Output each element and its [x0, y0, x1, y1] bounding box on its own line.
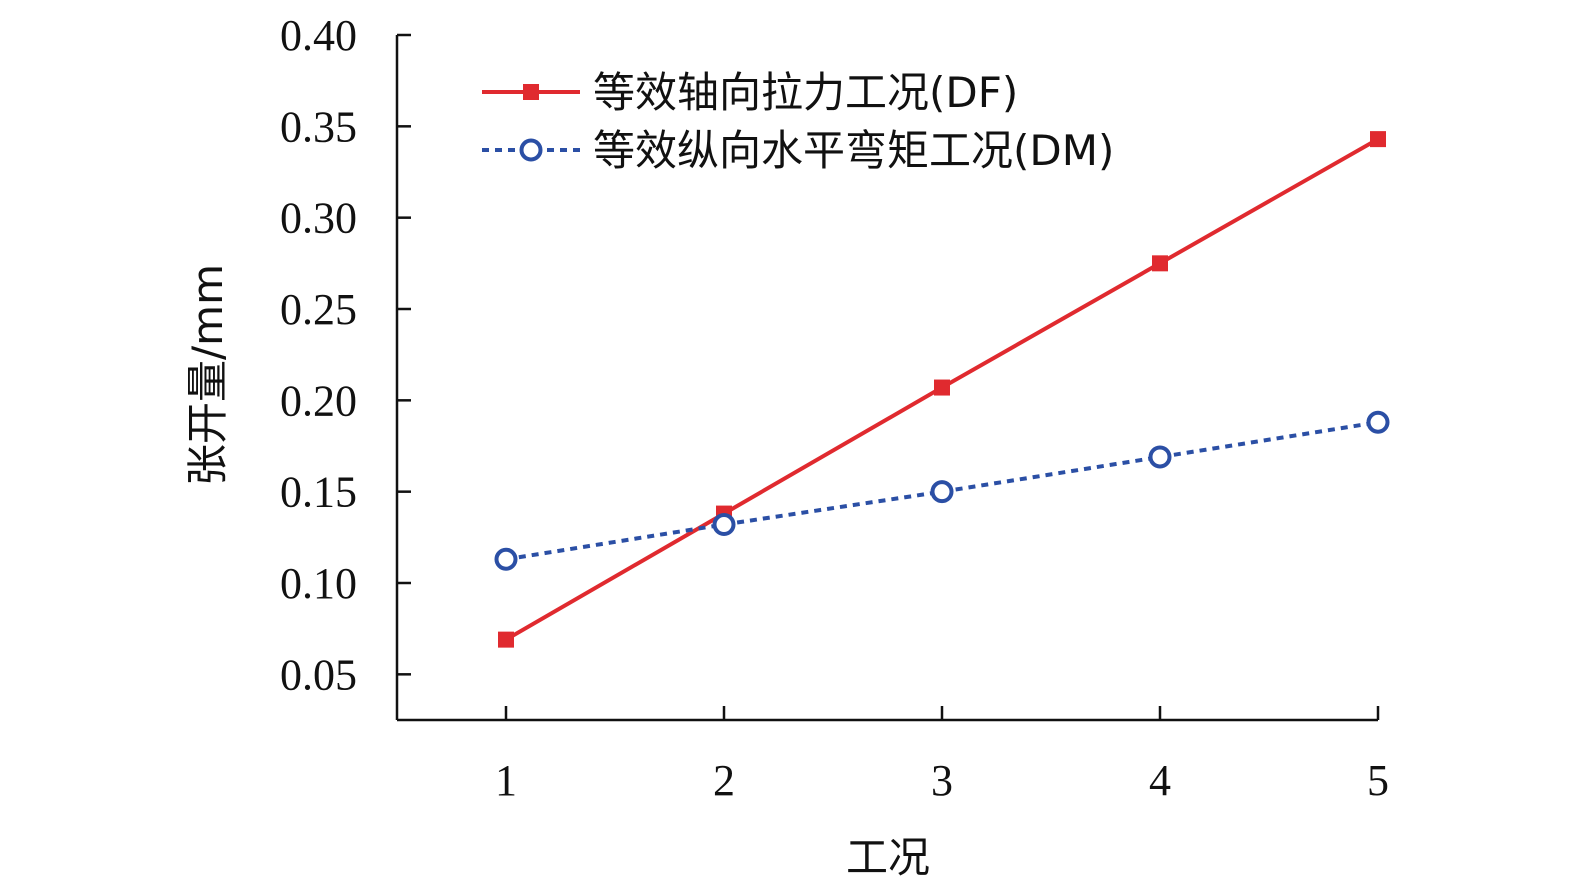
series-line [505, 420, 1379, 562]
y-tick-label: 0.25 [280, 285, 357, 334]
x-tick-label: 3 [931, 756, 953, 805]
y-tick-label: 0.10 [280, 559, 357, 608]
y-tick-label: 0.15 [280, 468, 357, 517]
y-ticks: 0.05 0.10 0.15 0.20 0.25 0.30 0.35 0.40 [280, 11, 411, 699]
data-point-circle [519, 138, 543, 162]
series-layer [494, 131, 1390, 648]
legend-label: 等效纵向水平弯矩工况(DM) [593, 126, 1114, 175]
x-tick-label: 1 [495, 756, 517, 805]
data-point-square [523, 84, 539, 100]
y-tick-label: 0.20 [280, 376, 357, 425]
data-point-square [934, 379, 950, 396]
x-tick-label: 2 [713, 756, 735, 805]
legend-label: 等效轴向拉力工况(DF) [593, 68, 1018, 117]
y-tick-label: 0.35 [280, 102, 357, 151]
x-tick-label: 5 [1367, 756, 1389, 805]
y-tick-label: 0.30 [280, 194, 357, 243]
data-point-square [1152, 255, 1168, 272]
legend: 等效轴向拉力工况(DF) 等效纵向水平弯矩工况(DM) [482, 68, 1114, 175]
data-point-square [1370, 131, 1386, 148]
series-2 [494, 410, 1390, 571]
data-point-circle [930, 480, 954, 504]
y-tick-label: 0.40 [280, 11, 357, 60]
x-tick-label: 4 [1149, 756, 1171, 805]
data-point-circle [712, 513, 736, 537]
data-point-circle [1148, 445, 1172, 469]
legend-item-2: 等效纵向水平弯矩工况(DM) [482, 126, 1114, 175]
data-point-circle [494, 547, 518, 571]
legend-item-1: 等效轴向拉力工况(DF) [482, 68, 1018, 117]
data-point-circle [1366, 410, 1390, 434]
y-axis-title: 张开量/mm [183, 264, 232, 486]
x-ticks: 1 2 3 4 5 [495, 706, 1389, 805]
axes [395, 35, 1378, 722]
x-axis-title: 工况 [846, 833, 930, 882]
series-1 [498, 131, 1386, 648]
y-tick-label: 0.05 [280, 650, 357, 699]
data-point-square [498, 631, 514, 648]
